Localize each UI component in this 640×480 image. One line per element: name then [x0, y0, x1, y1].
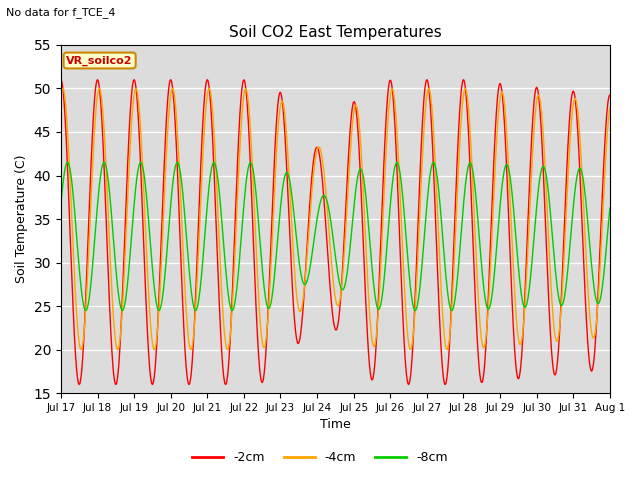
Y-axis label: Soil Temperature (C): Soil Temperature (C): [15, 155, 28, 283]
-8cm: [302, 281, 310, 287]
-2cm: [100, 156, 108, 162]
-2cm: [122, 200, 130, 205]
-4cm: [57, 92, 65, 98]
X-axis label: Time: Time: [320, 419, 351, 432]
-8cm: [123, 290, 131, 296]
Text: No data for f_TCE_4: No data for f_TCE_4: [6, 7, 116, 18]
-8cm: [57, 202, 65, 208]
-8cm: [312, 225, 319, 230]
Title: Soil CO2 East Temperatures: Soil CO2 East Temperatures: [229, 24, 442, 39]
-4cm: [606, 104, 614, 110]
-8cm: [370, 285, 378, 290]
-8cm: [100, 159, 108, 165]
Line: -4cm: -4cm: [61, 88, 610, 349]
-4cm: [59, 85, 67, 91]
-4cm: [77, 347, 85, 352]
-4cm: [123, 223, 131, 229]
-8cm: [63, 159, 71, 165]
-2cm: [312, 147, 319, 153]
-4cm: [100, 127, 108, 133]
-2cm: [301, 269, 309, 275]
-4cm: [312, 153, 319, 159]
-4cm: [370, 344, 378, 349]
Text: VR_soilco2: VR_soilco2: [67, 55, 133, 66]
-4cm: [291, 267, 298, 273]
-8cm: [82, 308, 90, 313]
-2cm: [606, 92, 614, 98]
-2cm: [370, 372, 378, 377]
-8cm: [291, 217, 298, 223]
Line: -8cm: -8cm: [61, 162, 610, 311]
Line: -2cm: -2cm: [61, 80, 610, 384]
Legend: -2cm, -4cm, -8cm: -2cm, -4cm, -8cm: [187, 446, 453, 469]
-8cm: [606, 205, 614, 211]
-2cm: [76, 382, 83, 387]
-4cm: [302, 268, 310, 274]
-2cm: [291, 313, 298, 319]
-2cm: [57, 77, 65, 83]
